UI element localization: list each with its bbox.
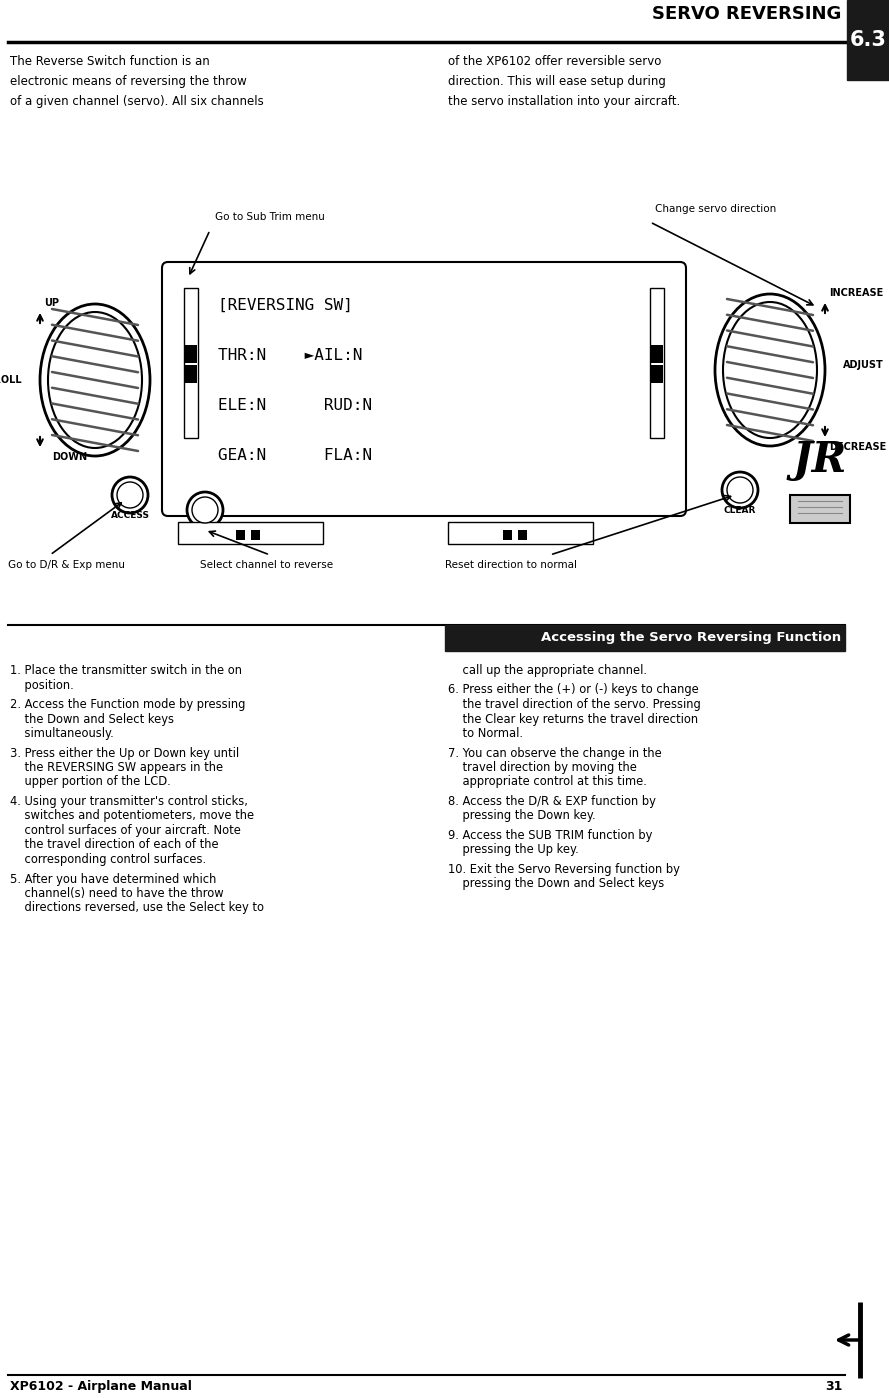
Text: 6. Press either the (+) or (-) keys to change: 6. Press either the (+) or (-) keys to c…: [448, 684, 699, 696]
Text: 7. You can observe the change in the: 7. You can observe the change in the: [448, 747, 661, 759]
Bar: [651, 345, 663, 363]
Text: DECREASE: DECREASE: [829, 442, 886, 452]
Text: pressing the Up key.: pressing the Up key.: [448, 843, 579, 857]
Text: UP: UP: [44, 298, 59, 308]
Circle shape: [727, 477, 753, 503]
Text: 31: 31: [826, 1380, 843, 1392]
Text: 3. Press either the Up or Down key until: 3. Press either the Up or Down key until: [10, 747, 239, 759]
Circle shape: [192, 498, 218, 523]
Text: position.: position.: [10, 678, 74, 692]
Text: DOWN: DOWN: [52, 452, 87, 461]
Text: simultaneously.: simultaneously.: [10, 727, 114, 740]
Text: the Down and Select keys: the Down and Select keys: [10, 713, 174, 726]
Text: 2. Access the Function mode by pressing: 2. Access the Function mode by pressing: [10, 698, 245, 712]
Text: corresponding control surfaces.: corresponding control surfaces.: [10, 853, 206, 865]
Text: the Clear key returns the travel direction: the Clear key returns the travel directi…: [448, 713, 698, 726]
Text: ADJUST: ADJUST: [843, 361, 884, 370]
Text: SELECT: SELECT: [187, 526, 224, 535]
Ellipse shape: [715, 294, 825, 446]
Circle shape: [722, 473, 758, 507]
Text: travel direction by moving the: travel direction by moving the: [448, 761, 637, 774]
Text: the travel direction of the servo. Pressing: the travel direction of the servo. Press…: [448, 698, 701, 712]
Ellipse shape: [48, 312, 142, 447]
Bar: [185, 345, 197, 363]
Text: Change servo direction: Change servo direction: [655, 204, 776, 214]
Text: [REVERSING SW]: [REVERSING SW]: [218, 298, 353, 313]
Text: INCREASE: INCREASE: [829, 288, 884, 298]
Bar: [651, 365, 663, 383]
Bar: [518, 530, 527, 540]
Bar: [847, 0, 889, 80]
Bar: [251, 530, 260, 540]
Text: SCROLL: SCROLL: [0, 375, 22, 384]
Text: the REVERSING SW appears in the: the REVERSING SW appears in the: [10, 761, 223, 774]
Text: 4. Using your transmitter's control sticks,: 4. Using your transmitter's control stic…: [10, 795, 248, 808]
Text: the travel direction of each of the: the travel direction of each of the: [10, 839, 219, 851]
Circle shape: [187, 492, 223, 528]
Text: control surfaces of your aircraft. Note: control surfaces of your aircraft. Note: [10, 823, 241, 837]
Text: THR:N    ►AIL:N: THR:N ►AIL:N: [218, 348, 363, 363]
Text: 10. Exit the Servo Reversing function by: 10. Exit the Servo Reversing function by: [448, 863, 680, 877]
Text: 1. Place the transmitter switch in the on: 1. Place the transmitter switch in the o…: [10, 664, 242, 677]
Bar: [790, 495, 850, 523]
Bar: [185, 365, 197, 383]
Text: XP6102 - Airplane Manual: XP6102 - Airplane Manual: [10, 1380, 192, 1392]
Text: appropriate control at this time.: appropriate control at this time.: [448, 776, 647, 788]
Text: SERVO REVERSING: SERVO REVERSING: [652, 6, 841, 22]
Text: 5. After you have determined which: 5. After you have determined which: [10, 872, 216, 885]
Text: The Reverse Switch function is an
electronic means of reversing the throw
of a g: The Reverse Switch function is an electr…: [10, 55, 264, 108]
Bar: [503, 530, 512, 540]
Text: 6.3: 6.3: [850, 29, 886, 50]
Circle shape: [112, 477, 148, 513]
Bar: [448, 521, 593, 544]
Bar: [184, 288, 198, 438]
FancyBboxPatch shape: [162, 261, 686, 516]
Text: switches and potentiometers, move the: switches and potentiometers, move the: [10, 809, 254, 822]
Text: to Normal.: to Normal.: [448, 727, 523, 740]
Text: GEA:N      FLA:N: GEA:N FLA:N: [218, 447, 372, 463]
Text: Reset direction to normal: Reset direction to normal: [445, 561, 577, 570]
Bar: [178, 521, 323, 544]
Text: Go to Sub Trim menu: Go to Sub Trim menu: [215, 212, 324, 222]
Bar: [650, 288, 664, 438]
Text: pressing the Down key.: pressing the Down key.: [448, 809, 596, 822]
Text: CLEAR: CLEAR: [724, 506, 757, 514]
Bar: [445, 625, 845, 651]
Text: Go to D/R & Exp menu: Go to D/R & Exp menu: [8, 561, 125, 570]
Text: pressing the Down and Select keys: pressing the Down and Select keys: [448, 878, 664, 891]
Text: Select channel to reverse: Select channel to reverse: [200, 561, 333, 570]
Text: JR: JR: [793, 439, 847, 481]
Text: directions reversed, use the Select key to: directions reversed, use the Select key …: [10, 902, 264, 914]
Text: of the XP6102 offer reversible servo
direction. This will ease setup during
the : of the XP6102 offer reversible servo dir…: [448, 55, 680, 108]
Text: call up the appropriate channel.: call up the appropriate channel.: [448, 664, 647, 677]
Text: channel(s) need to have the throw: channel(s) need to have the throw: [10, 886, 224, 900]
Ellipse shape: [723, 302, 817, 438]
Text: ELE:N      RUD:N: ELE:N RUD:N: [218, 398, 372, 412]
Text: Accessing the Servo Reversing Function: Accessing the Servo Reversing Function: [541, 632, 841, 644]
Text: 8. Access the D/R & EXP function by: 8. Access the D/R & EXP function by: [448, 795, 656, 808]
Text: 9. Access the SUB TRIM function by: 9. Access the SUB TRIM function by: [448, 829, 653, 842]
Text: ACCESS: ACCESS: [110, 512, 149, 520]
Circle shape: [117, 482, 143, 507]
Text: upper portion of the LCD.: upper portion of the LCD.: [10, 776, 171, 788]
Ellipse shape: [40, 303, 150, 456]
Bar: [236, 530, 245, 540]
